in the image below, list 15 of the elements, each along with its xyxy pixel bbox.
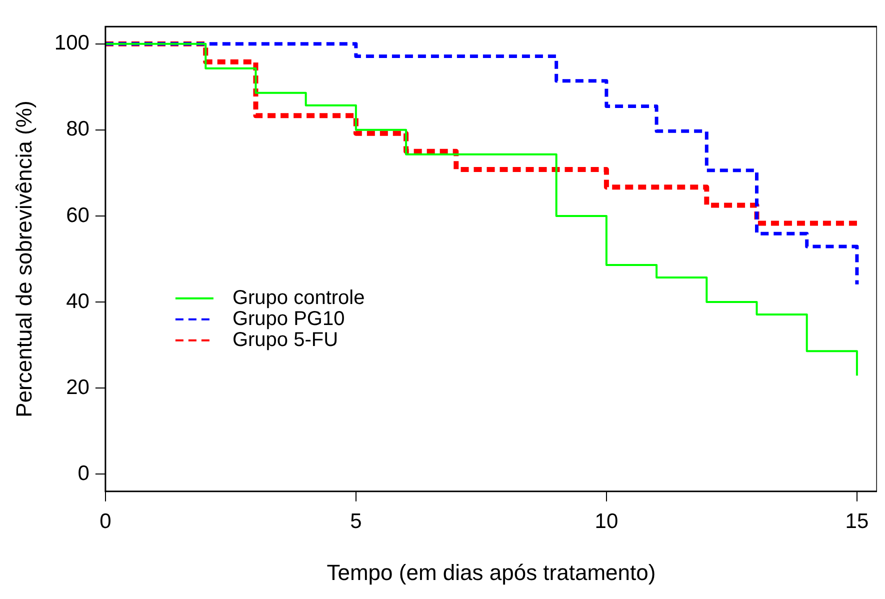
x-tick-label: 5	[350, 510, 362, 533]
x-tick-label: 15	[845, 510, 869, 533]
legend-label: Grupo 5-FU	[232, 328, 338, 351]
y-tick-label: 40	[66, 290, 90, 313]
y-tick-label: 80	[66, 118, 90, 141]
y-tick-label: 60	[66, 204, 90, 227]
x-tick-label: 0	[100, 510, 112, 533]
y-tick-label: 20	[66, 376, 90, 399]
x-axis-title: Tempo (em dias após tratamento)	[326, 560, 656, 585]
y-axis-title: Percentual de sobrevivência (%)	[11, 100, 36, 418]
legend-label: Grupo controle	[232, 286, 365, 309]
legend-label: Grupo PG10	[232, 308, 345, 330]
x-tick-label: 10	[594, 510, 618, 533]
y-tick-label: 100	[54, 32, 90, 55]
y-tick-label: 0	[78, 462, 90, 485]
